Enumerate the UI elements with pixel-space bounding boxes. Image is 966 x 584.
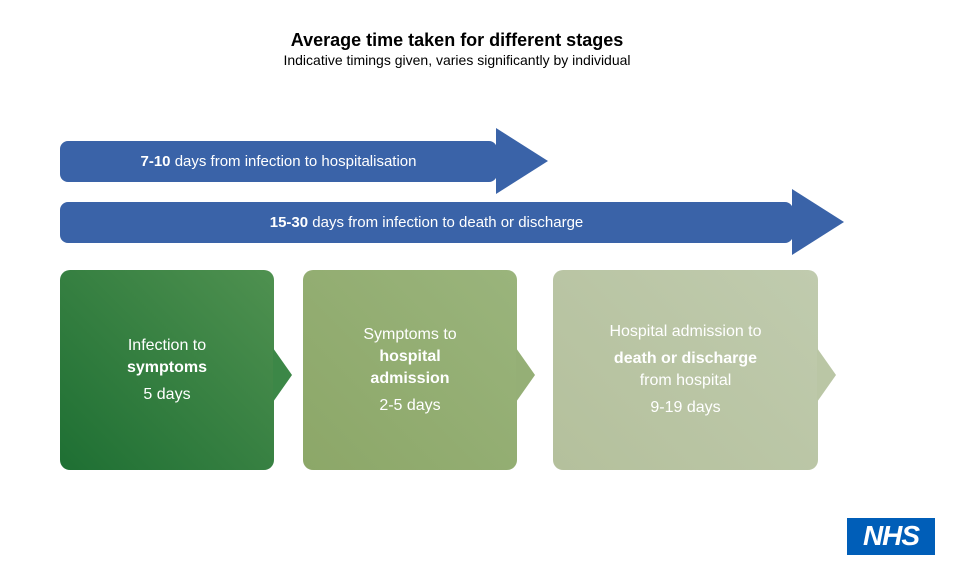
stage-duration: 5 days <box>143 385 191 403</box>
nhs-logo-text: NHS <box>862 519 920 551</box>
timeline-arrow-infection-to-hospitalisation: 7-10 days from infection to hospitalisat… <box>60 141 497 182</box>
stage-bold-label: admission <box>370 369 450 387</box>
stage-outro: from hospital <box>639 372 732 389</box>
stage-bold-label: hospital <box>379 347 441 365</box>
right-arrow-icon <box>496 128 548 194</box>
timeline-arrow-infection-to-death-or-discharge: 15-30 days from infection to death or di… <box>60 202 793 243</box>
right-arrow-icon <box>792 189 844 255</box>
header: Average time taken for different stages … <box>0 30 914 69</box>
stage-box-infection-to-symptoms: Infection to symptoms 5 days <box>60 270 274 470</box>
stage-duration: 9-19 days <box>650 399 721 416</box>
page-subtitle: Indicative timings given, varies signifi… <box>283 52 631 68</box>
arrow-duration-label: 7-10 <box>140 153 171 170</box>
stage-bold-label: death or discharge <box>613 350 758 367</box>
stage-intro: Symptoms to <box>363 325 457 343</box>
chevron-right-icon <box>273 348 292 402</box>
stage-box-symptoms-to-hospital-admission: Symptoms to hospital admission 2-5 days <box>303 270 517 470</box>
arrow-description-label: days from infection to death or discharg… <box>308 214 584 231</box>
nhs-logo: NHS <box>847 518 935 555</box>
page-title: Average time taken for different stages <box>290 30 624 50</box>
arrow-description-label: days from infection to hospitalisation <box>170 153 417 170</box>
arrow-duration-label: 15-30 <box>269 214 309 231</box>
stage-intro: Hospital admission to <box>609 323 762 340</box>
stage-intro: Infection to <box>127 336 207 354</box>
chevron-right-icon <box>516 348 535 402</box>
stage-duration: 2-5 days <box>379 396 441 414</box>
stage-box-admission-to-death-or-discharge: Hospital admission to death or discharge… <box>553 270 818 470</box>
chevron-right-icon <box>817 348 836 402</box>
stage-bold-label: symptoms <box>126 358 208 376</box>
